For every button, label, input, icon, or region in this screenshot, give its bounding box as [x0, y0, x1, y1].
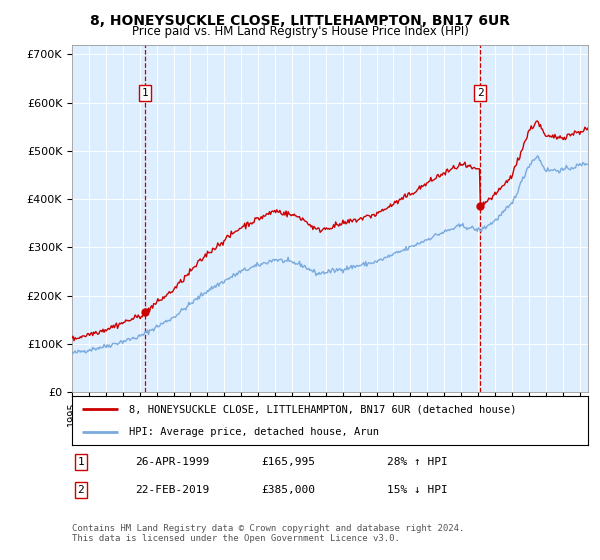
Text: 26-APR-1999: 26-APR-1999 — [135, 457, 209, 467]
Text: 1: 1 — [77, 457, 85, 467]
Text: Contains HM Land Registry data © Crown copyright and database right 2024.
This d: Contains HM Land Registry data © Crown c… — [72, 524, 464, 543]
Text: 1: 1 — [142, 88, 148, 98]
Text: 15% ↓ HPI: 15% ↓ HPI — [387, 485, 448, 495]
Text: £165,995: £165,995 — [261, 457, 315, 467]
Text: £385,000: £385,000 — [261, 485, 315, 495]
Text: Price paid vs. HM Land Registry's House Price Index (HPI): Price paid vs. HM Land Registry's House … — [131, 25, 469, 38]
Text: 2: 2 — [477, 88, 484, 98]
Text: HPI: Average price, detached house, Arun: HPI: Average price, detached house, Arun — [129, 427, 379, 437]
Text: 2: 2 — [77, 485, 85, 495]
Text: 8, HONEYSUCKLE CLOSE, LITTLEHAMPTON, BN17 6UR (detached house): 8, HONEYSUCKLE CLOSE, LITTLEHAMPTON, BN1… — [129, 404, 516, 414]
Text: 28% ↑ HPI: 28% ↑ HPI — [387, 457, 448, 467]
Text: 8, HONEYSUCKLE CLOSE, LITTLEHAMPTON, BN17 6UR: 8, HONEYSUCKLE CLOSE, LITTLEHAMPTON, BN1… — [90, 14, 510, 28]
Text: 22-FEB-2019: 22-FEB-2019 — [135, 485, 209, 495]
